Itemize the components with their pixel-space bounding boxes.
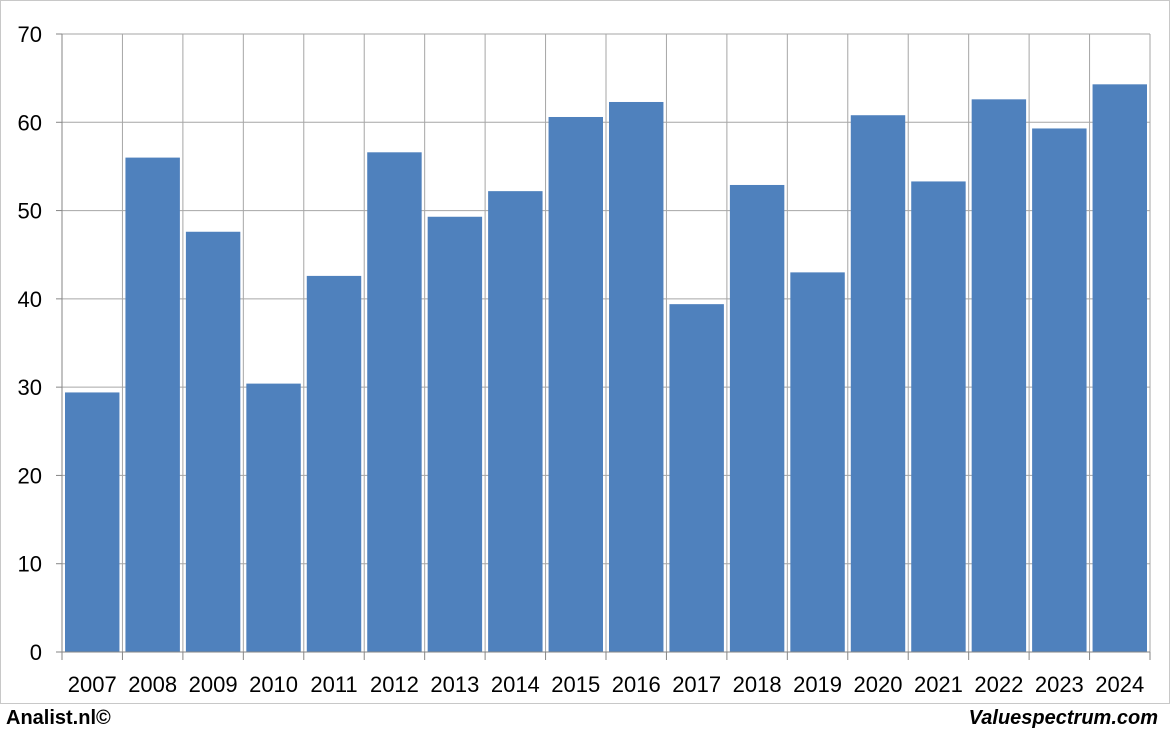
bar-2012 xyxy=(367,152,422,652)
x-tick-label: 2008 xyxy=(128,672,177,697)
x-tick-label: 2024 xyxy=(1095,672,1144,697)
bar-2022 xyxy=(971,99,1027,653)
bar-chart: 0 10 20 30 40 50 60 70 2007 2008 2009 2010 2011 2012 2… xyxy=(18,22,1151,697)
x-tick-label: 2020 xyxy=(854,672,903,697)
x-tick-label: 2021 xyxy=(914,672,963,697)
bar-2017 xyxy=(669,304,724,652)
bar-2020 xyxy=(850,115,906,653)
bar-2023 xyxy=(1032,128,1087,653)
x-tick-label: 2011 xyxy=(310,672,357,697)
bar-2018 xyxy=(729,184,785,652)
x-tick-label: 2013 xyxy=(430,672,479,697)
footer-brand-left: Analist.nl© xyxy=(6,707,111,729)
y-tick-label: 60 xyxy=(18,110,42,135)
bar-2009 xyxy=(185,231,241,652)
y-tick-label: 20 xyxy=(18,463,42,488)
x-tick-label: 2007 xyxy=(68,672,117,697)
bar-2019 xyxy=(790,272,845,652)
y-tick-label: 40 xyxy=(18,287,42,312)
bar-2021 xyxy=(911,181,966,653)
x-tick-label: 2009 xyxy=(189,672,238,697)
x-tick-label: 2018 xyxy=(733,672,782,697)
bar-2013 xyxy=(427,216,483,652)
y-tick-label: 30 xyxy=(18,375,42,400)
footer-brand-right: Valuespectrum.com xyxy=(968,707,1158,729)
bar-2016 xyxy=(609,101,664,653)
x-tick-label: 2012 xyxy=(370,672,419,697)
bar-2008 xyxy=(125,157,180,652)
bar-2014 xyxy=(488,191,543,653)
x-tick-label: 2017 xyxy=(672,672,721,697)
x-tick-label: 2010 xyxy=(249,672,298,697)
bar-2024 xyxy=(1092,84,1147,652)
x-tick-label: 2014 xyxy=(491,672,540,697)
x-tick-label: 2015 xyxy=(551,672,600,697)
y-tick-label: 50 xyxy=(18,199,42,224)
y-tick-label: 10 xyxy=(18,552,42,577)
y-tick-label: 70 xyxy=(18,22,42,47)
bar-2015 xyxy=(548,116,603,652)
y-tick-label: 0 xyxy=(30,640,42,665)
x-tick-label: 2022 xyxy=(974,672,1023,697)
bar-2007 xyxy=(65,392,120,652)
bar-2011 xyxy=(306,275,362,652)
x-tick-label: 2019 xyxy=(793,672,842,697)
x-tick-label: 2023 xyxy=(1035,672,1084,697)
x-tick-label: 2016 xyxy=(612,672,661,697)
bar-2010 xyxy=(246,383,301,652)
